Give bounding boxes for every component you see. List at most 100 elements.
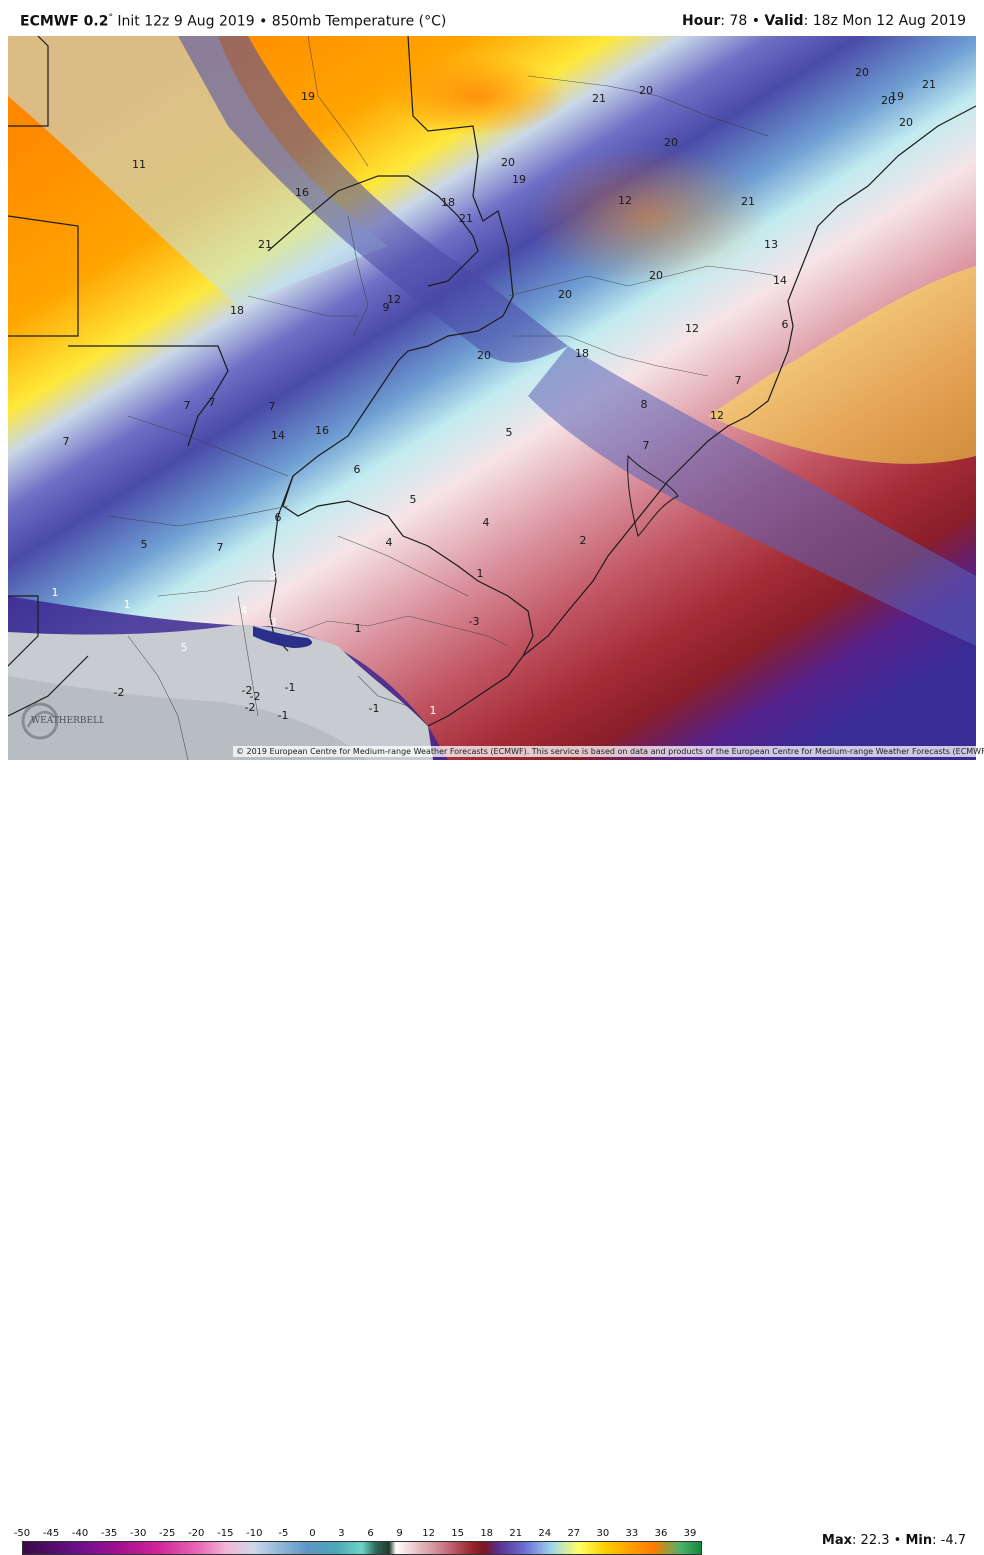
legend-tick: -10 [246,1528,263,1539]
temperature-label: -1 [369,702,380,715]
legend-tick: 30 [596,1528,610,1539]
temperature-label: -2 [250,690,261,703]
temperature-label: 18 [230,304,244,317]
temperature-label: 4 [386,536,393,549]
temperature-label: 9 [383,301,390,314]
hour-label: Hour [682,13,721,29]
temperature-label: 21 [258,238,272,251]
attribution: © 2019 European Centre for Medium-range … [233,746,984,757]
temperature-label: 4 [483,516,490,529]
temperature-label: 19 [301,90,315,103]
legend-tick: 18 [480,1528,494,1539]
legend-ticks: -50 -45 -40 -35 -30 -25 -20 -15 -10 -5 0 3 6 9 12 15 18 2… [0,1528,720,1540]
legend-tick: 21 [509,1528,523,1539]
temperature-label: 8 [641,398,648,411]
max-value: : 22.3 [852,1533,890,1548]
valid-label: Valid [764,13,804,29]
temperature-label: -3 [469,615,480,628]
temperature-label: -1 [285,681,296,694]
init-time: Init 12z 9 Aug 2019 [117,13,255,30]
legend-tick: -35 [100,1528,118,1539]
temperature-label: 18 [575,347,589,360]
temperature-label: 7 [643,439,650,452]
temperature-label: 20 [558,288,572,301]
temperature-label: 19 [890,90,904,103]
temperature-label: 18 [441,196,455,209]
temperature-label: 7 [209,396,216,409]
temperature-label: 20 [855,66,869,79]
temperature-label: 20 [649,269,663,282]
degree-mark: ° [108,13,113,23]
legend-tick: 24 [538,1528,552,1539]
temperature-label: 21 [741,195,755,208]
temperature-label: 4 [241,604,248,617]
temperature-label: 5 [410,493,417,506]
legend-tick: 6 [367,1528,374,1539]
temperature-label: 16 [295,186,309,199]
model-name: ECMWF 0.2 [20,13,109,30]
temperature-label: 21 [592,92,606,105]
legend-tick: -5 [278,1528,289,1539]
title-left: ECMWF 0.2° Init 12z 9 Aug 2019 • 850mb T… [20,13,446,30]
temperature-label: 2 [580,534,587,547]
temperature-label: 1 [124,598,131,611]
temperature-label: 14 [773,274,787,287]
temperature-label: 12 [387,293,401,306]
separator: • [751,13,760,29]
temperature-label: 19 [512,173,526,186]
temperature-label: 5 [181,641,188,654]
min-value: : -4.7 [932,1533,966,1548]
temperature-label: 12 [685,322,699,335]
temperature-map: 19 21 20 20 20 19 21 20 11 16 20 19 18 21 20 12 21 21 20 13… [8,36,976,760]
legend-tick: 27 [567,1528,581,1539]
temperature-label: 16 [315,424,329,437]
valid-value: : 18z Mon 12 Aug 2019 [803,13,966,29]
temperature-label: 6 [782,318,789,331]
title-right: Hour: 78 • Valid: 18z Mon 12 Aug 2019 [682,13,966,29]
separator: • [893,1533,902,1548]
separator: • [259,13,268,30]
legend-tick: 0 [309,1528,316,1539]
temperature-label: 7 [63,435,70,448]
color-legend: -50 -45 -40 -35 -30 -25 -20 -15 -10 -5 0 3 6 9 12 15 18 2… [0,762,984,1555]
max-label: Max [821,1533,853,1548]
temperature-label: 1 [430,704,437,717]
temperature-label: 1 [355,622,362,635]
temperature-label: -2 [245,701,256,714]
temperature-label: 11 [132,158,146,171]
temperature-label: 3 [270,616,277,629]
legend-tick: -15 [217,1528,234,1539]
temperature-label: 20 [899,116,913,129]
legend-tick: -45 [42,1528,60,1539]
temperature-label: 20 [664,136,678,149]
temperature-label: 1 [477,567,484,580]
temperature-label: -2 [242,684,253,697]
state-borders [107,36,779,760]
temperature-label: 3 [270,569,277,582]
legend-tick: -40 [71,1528,89,1539]
temperature-label: 6 [275,511,282,524]
legend-tick: 36 [654,1528,668,1539]
header-bar: ECMWF 0.2° Init 12z 9 Aug 2019 • 850mb T… [0,0,984,36]
temperature-label: 21 [459,212,473,225]
legend-tick: 33 [625,1528,639,1539]
legend-tick: 3 [338,1528,345,1539]
legend-tick: 39 [683,1528,697,1539]
temperature-label: -1 [278,709,289,722]
temperature-label: 7 [217,541,224,554]
temperature-label: 6 [354,463,361,476]
hour-value: : 78 [720,13,748,29]
temperature-label: 20 [477,349,491,362]
legend-tick: 15 [451,1528,465,1539]
legend-tick: -50 [13,1528,31,1539]
temperature-label: 7 [735,374,742,387]
max-min-readout: Max: 22.3 • Min: -4.7 [822,1533,966,1548]
legend-tick: -25 [159,1528,176,1539]
temperature-label: 7 [269,400,276,413]
temperature-label: 1 [52,586,59,599]
temperature-label: -2 [114,686,125,699]
temperature-label: 5 [506,426,513,439]
legend-tick: -30 [130,1528,147,1539]
temperature-label: 21 [922,78,936,91]
